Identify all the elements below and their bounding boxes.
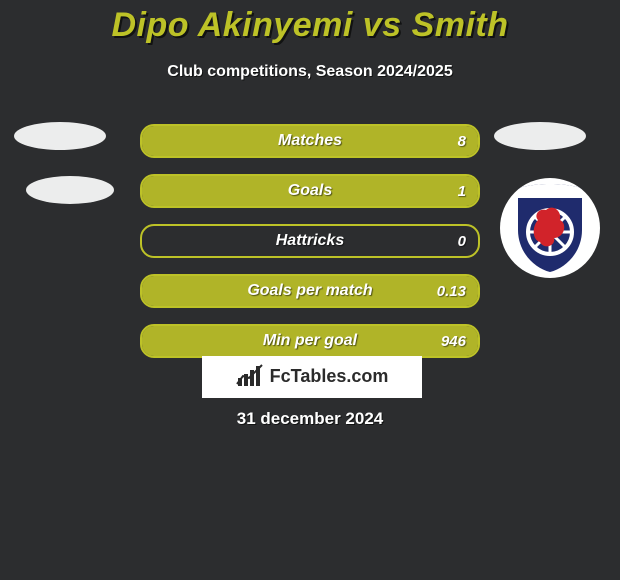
player-left-avatar-1	[14, 122, 106, 150]
page-title: Dipo Akinyemi vs Smith	[0, 6, 620, 45]
stat-row: Min per goal946	[140, 324, 480, 358]
bar-chart-icon	[236, 364, 264, 388]
stat-label: Goals	[142, 176, 478, 206]
comparison-widget: Dipo Akinyemi vs Smith Club competitions…	[0, 0, 620, 580]
club-crest-right	[500, 178, 600, 278]
stat-row: Goals per match0.13	[140, 274, 480, 308]
stat-label: Matches	[142, 126, 478, 156]
stat-row: Hattricks0	[140, 224, 480, 258]
stat-row: Matches8	[140, 124, 480, 158]
logo-text-rest: Tables.com	[291, 366, 389, 386]
stat-value-right: 1	[458, 176, 466, 206]
player-right-avatar-1	[494, 122, 586, 150]
logo-text: FcTables.com	[270, 366, 389, 387]
stats-block: Matches8Goals1Hattricks0Goals per match0…	[140, 124, 480, 374]
stat-value-right: 0	[458, 226, 466, 256]
stat-value-right: 946	[441, 326, 466, 356]
fctables-logo[interactable]: FcTables.com	[202, 354, 422, 398]
player-left-avatar-2	[26, 176, 114, 204]
stat-value-right: 8	[458, 126, 466, 156]
stat-label: Min per goal	[142, 326, 478, 356]
stat-label: Goals per match	[142, 276, 478, 306]
stat-row: Goals1	[140, 174, 480, 208]
logo-text-prefix: Fc	[270, 366, 291, 386]
snapshot-date: 31 december 2024	[0, 409, 620, 429]
shield-icon	[508, 180, 592, 276]
stat-value-right: 0.13	[437, 276, 466, 306]
page-subtitle: Club competitions, Season 2024/2025	[0, 63, 620, 81]
stat-label: Hattricks	[142, 226, 478, 256]
